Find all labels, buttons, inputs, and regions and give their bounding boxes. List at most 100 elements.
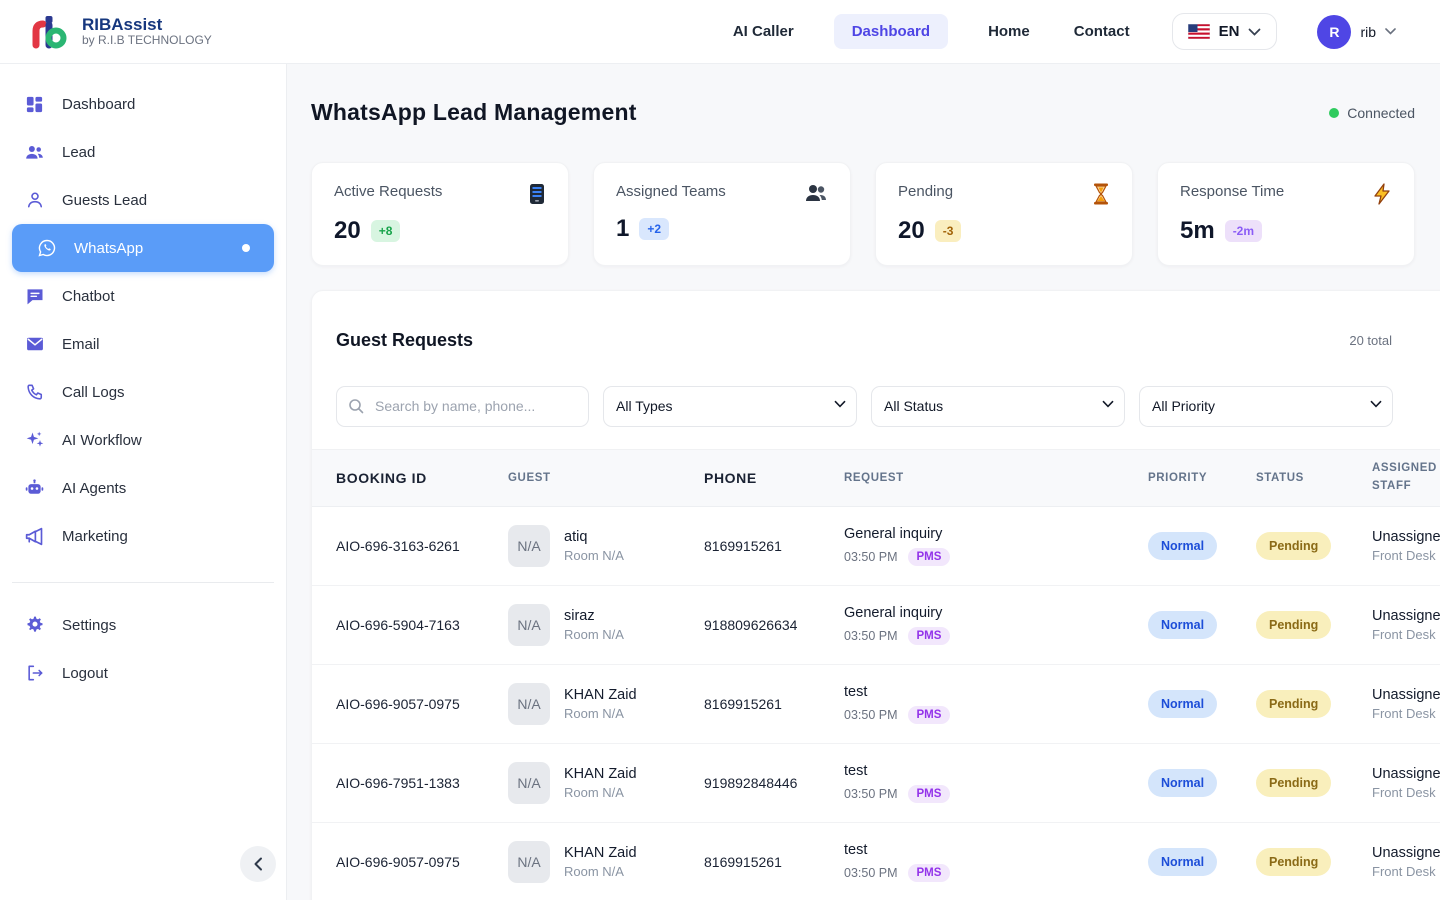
guest-room: Room N/A: [564, 784, 624, 800]
request-type: General inquiry: [844, 604, 943, 621]
chatbot-icon: [24, 286, 45, 307]
sidebar-item-label: Marketing: [62, 527, 128, 545]
stat-card-active-requests: Active Requests 20 +8: [311, 161, 569, 266]
user-menu[interactable]: R rib: [1317, 14, 1396, 49]
column-header-priority: Priority: [1148, 471, 1208, 484]
table-row[interactable]: AIO-696-9057-0975 N/A KHAN Zaid Room N/A…: [312, 664, 1440, 744]
chevron-down-icon: [1249, 28, 1261, 36]
nav-item-dashboard[interactable]: Dashboard: [833, 14, 949, 49]
sidebar-item-label: WhatsApp: [74, 239, 144, 257]
stat-delta-badge: +2: [639, 217, 670, 240]
booking-id: AIO-696-9057-0975: [336, 695, 460, 712]
avatar: R: [1317, 14, 1352, 49]
sidebar-item-label: AI Workflow: [62, 431, 142, 449]
assigned-staff: Unassigned: [1372, 607, 1440, 624]
guest-name: atiq: [564, 528, 588, 545]
guest-phone: 8169915261: [704, 853, 782, 870]
nav-item-home[interactable]: Home: [988, 23, 1030, 40]
people-icon: [806, 184, 826, 201]
assigned-staff: Unassigned: [1372, 765, 1440, 782]
guest-name: KHAN Zaid: [564, 844, 637, 861]
column-header-phone: Phone: [704, 469, 757, 486]
sidebar-divider: [12, 582, 274, 583]
sidebar-item-label: Settings: [62, 616, 117, 634]
stat-card-pending: Pending 20 -3: [875, 161, 1133, 266]
guest-room: Room N/A: [564, 705, 624, 721]
language-selector[interactable]: EN: [1171, 13, 1278, 50]
table-row[interactable]: AIO-696-9057-0975 N/A KHAN Zaid Room N/A…: [312, 822, 1440, 900]
sidebar-item-ai-agents[interactable]: AI Agents: [0, 464, 286, 512]
stat-value: 1: [616, 214, 630, 242]
guest-avatar: N/A: [508, 603, 550, 646]
sidebar-item-chatbot[interactable]: Chatbot: [0, 272, 286, 320]
priority-badge: Normal: [1148, 689, 1218, 718]
sidebar-item-whatsapp[interactable]: WhatsApp: [12, 224, 274, 272]
assigned-department: Front Desk: [1372, 626, 1436, 642]
stat-label: Response Time: [1180, 182, 1285, 200]
sidebar-item-call-logs[interactable]: Call Logs: [0, 368, 286, 416]
connection-status: Connected: [1329, 105, 1415, 121]
sidebar-item-guests-lead[interactable]: Guests Lead: [0, 176, 286, 224]
table-row[interactable]: AIO-696-7951-1383 N/A KHAN Zaid Room N/A…: [312, 743, 1440, 823]
robot-icon: [24, 478, 45, 499]
sparkles-icon: [24, 430, 45, 451]
nav-item-contact[interactable]: Contact: [1073, 23, 1130, 40]
request-time: 03:50 PM: [844, 786, 898, 801]
hourglass-icon: [1094, 183, 1108, 205]
gear-icon: [24, 615, 45, 636]
top-nav: AI Caller Dashboard Home Contact: [729, 14, 1134, 49]
mobile-phone-icon: [530, 183, 544, 204]
status-badge: Pending: [1256, 847, 1332, 876]
sidebar-item-settings[interactable]: Settings: [0, 601, 286, 649]
sidebar-item-dashboard[interactable]: Dashboard: [0, 80, 286, 128]
guest-avatar: N/A: [508, 840, 550, 883]
guest-avatar: N/A: [508, 761, 550, 804]
request-time: 03:50 PM: [844, 549, 898, 564]
us-flag-icon: [1187, 24, 1210, 39]
brand-tagline: by R.I.B TECHNOLOGY: [82, 33, 212, 48]
request-type: test: [844, 683, 868, 700]
connection-status-label: Connected: [1347, 104, 1415, 121]
sidebar-item-lead[interactable]: Lead: [0, 128, 286, 176]
assigned-staff: Unassigned: [1372, 528, 1440, 545]
search-icon: [349, 398, 364, 413]
language-label: EN: [1218, 23, 1240, 40]
type-filter-select[interactable]: All Types: [603, 385, 857, 427]
table-row[interactable]: AIO-696-3163-6261 N/A atiq Room N/A 8169…: [312, 506, 1440, 586]
source-badge: PMS: [907, 784, 951, 803]
stat-card-response-time: Response Time 5m -2m: [1157, 161, 1415, 266]
search-input[interactable]: [336, 385, 589, 427]
priority-filter-select[interactable]: All Priority: [1139, 385, 1393, 427]
sidebar-collapse-button[interactable]: [240, 846, 276, 882]
guest-phone: 8169915261: [704, 695, 782, 712]
chevron-left-icon: [254, 857, 262, 871]
top-bar: RIBAssist by R.I.B TECHNOLOGY AI Caller …: [0, 0, 1440, 64]
request-type: General inquiry: [844, 525, 943, 542]
guest-room: Room N/A: [564, 863, 624, 879]
brand[interactable]: RIBAssist by R.I.B TECHNOLOGY: [28, 11, 212, 53]
column-header-booking-id: Booking ID: [336, 469, 427, 486]
guest-avatar: N/A: [508, 524, 550, 567]
status-badge: Pending: [1256, 610, 1332, 639]
source-badge: PMS: [907, 863, 951, 882]
request-time: 03:50 PM: [844, 865, 898, 880]
brand-logo-icon: [32, 15, 67, 48]
source-badge: PMS: [907, 547, 951, 566]
guest-phone: 918809626634: [704, 616, 798, 633]
status-filter-select[interactable]: All Status: [871, 385, 1125, 427]
sidebar-item-ai-workflow[interactable]: AI Workflow: [0, 416, 286, 464]
sidebar-item-label: AI Agents: [62, 479, 127, 497]
table-header: Booking ID Guest Phone Request Priority …: [312, 448, 1440, 507]
assigned-department: Front Desk: [1372, 784, 1436, 800]
stat-delta-badge: +8: [370, 219, 401, 242]
phone-icon: [24, 382, 45, 403]
sidebar-item-marketing[interactable]: Marketing: [0, 512, 286, 560]
status-badge: Pending: [1256, 531, 1332, 560]
sidebar-item-label: Lead: [62, 143, 96, 161]
request-type: test: [844, 841, 868, 858]
sidebar-item-logout[interactable]: Logout: [0, 649, 286, 697]
table-row[interactable]: AIO-696-5904-7163 N/A siraz Room N/A 918…: [312, 585, 1440, 665]
nav-item-ai-caller[interactable]: AI Caller: [732, 23, 794, 40]
sidebar-item-email[interactable]: Email: [0, 320, 286, 368]
priority-badge: Normal: [1148, 531, 1218, 560]
